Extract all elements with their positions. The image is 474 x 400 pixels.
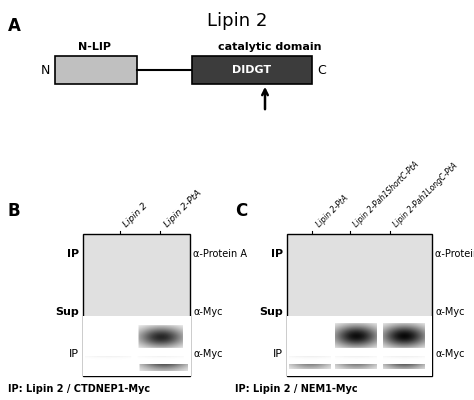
Text: IP: IP	[271, 249, 283, 259]
Text: Lipin 2-PtA: Lipin 2-PtA	[314, 194, 350, 229]
Text: Sup: Sup	[55, 307, 79, 317]
Text: IP: IP	[273, 349, 283, 359]
Text: Sup: Sup	[259, 307, 283, 317]
Text: B: B	[8, 202, 20, 220]
Text: Lipin 2: Lipin 2	[122, 201, 150, 229]
Text: α-Myc: α-Myc	[193, 349, 223, 359]
Text: α-Protein A: α-Protein A	[435, 249, 474, 259]
Text: α-Myc: α-Myc	[193, 307, 223, 317]
Text: Lipin 2: Lipin 2	[207, 12, 267, 30]
Text: Lipin 2-PtA: Lipin 2-PtA	[162, 188, 203, 229]
Text: α-Myc: α-Myc	[435, 307, 465, 317]
Text: IP: IP	[69, 349, 79, 359]
Text: Lipin 2-Pah1LongC-PtA: Lipin 2-Pah1LongC-PtA	[392, 161, 460, 229]
Text: IP: Lipin 2 / CTDNEP1-Myc: IP: Lipin 2 / CTDNEP1-Myc	[8, 384, 150, 394]
Bar	[83, 234, 191, 376]
Text: N-LIP: N-LIP	[79, 42, 111, 52]
Text: α-Myc: α-Myc	[435, 349, 465, 359]
Bar	[287, 234, 432, 376]
Text: IP: Lipin 2 / NEM1-Myc: IP: Lipin 2 / NEM1-Myc	[235, 384, 358, 394]
Text: C: C	[317, 64, 326, 76]
Bar	[192, 56, 312, 84]
Text: catalytic domain: catalytic domain	[218, 42, 322, 52]
Bar	[55, 56, 137, 84]
Text: C: C	[235, 202, 247, 220]
Text: α-Protein A: α-Protein A	[193, 249, 247, 259]
Text: IP: IP	[67, 249, 79, 259]
Text: A: A	[8, 17, 21, 35]
Text: N: N	[41, 64, 50, 76]
Text: Lipin 2-Pah1ShortC-PtA: Lipin 2-Pah1ShortC-PtA	[352, 160, 421, 229]
Text: DIDGT: DIDGT	[232, 65, 272, 75]
